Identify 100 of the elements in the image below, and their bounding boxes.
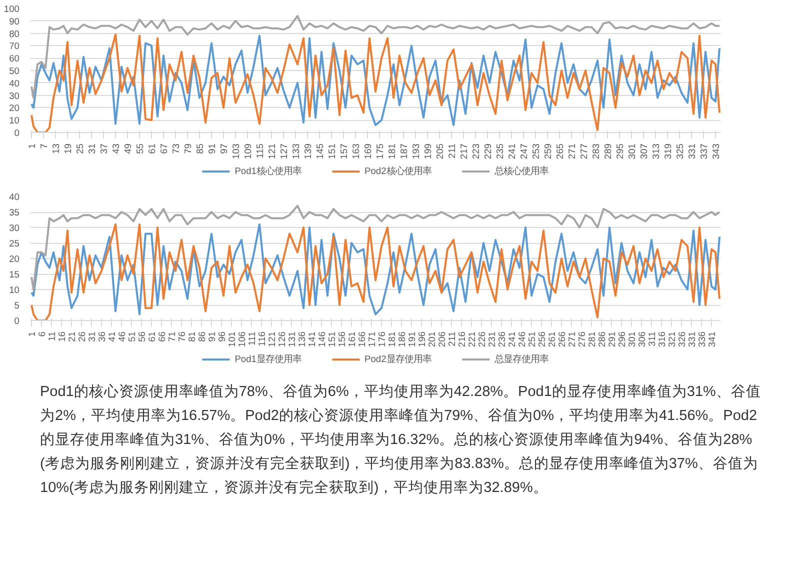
x-tick-label: 226 [477, 331, 487, 348]
x-tick-label: 81 [187, 331, 197, 342]
x-tick-label: 25 [75, 143, 85, 154]
y-tick-label: 40 [9, 192, 20, 202]
x-tick-label: 191 [407, 331, 417, 348]
x-tick-label: 115 [255, 143, 265, 158]
x-tick-label: 246 [517, 331, 527, 348]
x-tick-label: 271 [567, 331, 577, 348]
x-tick-label: 289 [603, 143, 613, 160]
legend-label: 总显存使用率 [494, 352, 548, 366]
x-tick-label: 301 [627, 143, 637, 160]
x-tick-label: 91 [207, 143, 217, 154]
x-tick-label: 336 [697, 331, 707, 348]
x-tick-label: 201 [427, 331, 437, 348]
x-tick-label: 43 [111, 143, 121, 154]
x-tick-label: 175 [375, 143, 385, 160]
x-tick-label: 316 [657, 331, 667, 348]
x-tick-label: 85 [195, 143, 205, 154]
y-tick-label: 20 [9, 254, 20, 264]
x-tick-label: 139 [303, 143, 313, 160]
x-tick-label: 49 [123, 143, 133, 154]
x-tick-label: 271 [567, 143, 577, 160]
x-tick-label: 21 [67, 331, 77, 342]
x-tick-label: 326 [677, 331, 687, 348]
x-tick-label: 116 [257, 331, 267, 346]
x-tick-label: 343 [711, 143, 721, 160]
y-tick-label: 80 [9, 28, 20, 39]
x-tick-label: 1 [27, 143, 37, 149]
x-tick-label: 41 [107, 331, 117, 342]
y-tick-label: 5 [14, 300, 20, 310]
x-tick-label: 231 [487, 331, 497, 348]
x-tick-label: 136 [297, 331, 307, 348]
x-tick-label: 67 [159, 143, 169, 154]
x-tick-label: 331 [687, 331, 697, 348]
x-tick-label: 76 [177, 331, 187, 342]
x-tick-label: 196 [417, 331, 427, 348]
line-series [30, 14, 720, 99]
x-tick-label: 261 [547, 331, 557, 348]
x-tick-label: 265 [555, 143, 565, 160]
x-tick-label: 151 [327, 331, 337, 348]
x-tick-label: 103 [231, 143, 241, 160]
y-tick-label: 25 [9, 238, 20, 248]
x-tick-label: 241 [507, 331, 517, 348]
x-tick-label: 161 [347, 331, 357, 348]
y-tick-label: 100 [4, 4, 20, 14]
x-tick-label: 295 [615, 143, 625, 160]
y-tick-label: 30 [9, 223, 20, 233]
x-tick-label: 46 [117, 331, 127, 342]
x-tick-label: 31 [87, 143, 97, 154]
legend-label: Pod2显存使用率 [364, 352, 432, 366]
x-tick-label: 211 [447, 143, 457, 158]
x-tick-label: 306 [637, 331, 647, 348]
x-tick-label: 51 [127, 331, 137, 342]
x-tick-label: 325 [675, 143, 685, 160]
legend-label: Pod2核心使用率 [364, 164, 432, 178]
legend-label: Pod1显存使用率 [234, 352, 302, 366]
y-tick-label: 60 [9, 54, 20, 64]
x-tick-label: 176 [377, 331, 387, 348]
x-tick-label: 96 [217, 331, 227, 342]
y-tick-label: 15 [9, 270, 20, 280]
x-tick-label: 31 [87, 331, 97, 342]
x-tick-label: 193 [411, 143, 421, 160]
x-tick-label: 223 [471, 143, 481, 160]
x-tick-label: 11 [47, 331, 57, 342]
x-tick-label: 61 [147, 331, 157, 342]
x-tick-label: 277 [579, 143, 589, 160]
y-tick-label: 70 [9, 41, 20, 52]
x-tick-label: 156 [337, 331, 347, 348]
x-tick-label: 141 [307, 331, 317, 348]
x-tick-label: 311 [647, 331, 657, 346]
x-tick-label: 235 [495, 143, 505, 160]
x-tick-label: 106 [237, 331, 247, 348]
y-tick-label: 50 [9, 66, 20, 76]
x-tick-label: 146 [317, 331, 327, 348]
x-tick-label: 259 [543, 143, 553, 160]
legend-label: Pod1核心使用率 [234, 164, 302, 178]
x-tick-label: 36 [97, 331, 107, 342]
x-tick-label: 151 [327, 143, 337, 160]
x-tick-label: 133 [291, 143, 301, 160]
x-tick-label: 276 [577, 331, 587, 348]
x-tick-label: 206 [437, 331, 447, 348]
x-tick-label: 111 [247, 331, 257, 346]
x-tick-label: 256 [537, 331, 547, 348]
x-tick-label: 127 [279, 143, 289, 160]
x-tick-label: 186 [397, 331, 407, 348]
x-tick-label: 101 [227, 331, 237, 348]
x-tick-label: 229 [483, 143, 493, 160]
x-tick-label: 163 [351, 143, 361, 160]
x-tick-label: 321 [667, 331, 677, 348]
x-tick-label: 236 [497, 331, 507, 348]
x-tick-label: 71 [167, 331, 177, 342]
x-tick-label: 157 [339, 143, 349, 160]
y-tick-label: 0 [14, 316, 20, 326]
x-tick-label: 169 [363, 143, 373, 160]
x-tick-label: 337 [699, 143, 709, 160]
x-tick-label: 301 [627, 331, 637, 348]
text: Pod1的核心资源使用率峰值为78%、谷值为6%，平均使用率为42.28%。Pod1的显存使用率峰值为31%、谷值为2%，平均使用率为16.57%。Pod2的核心资源使用率峰值为79%、谷值为0%，平均使用率为41.56%。Pod2的显存使用率峰值为31%、谷值为0%，平均使用率为16.32%。总的核心资源使用率峰值为94%、谷值为28%(考虑为服务刚刚建立，资源并没有完全获取到)，平均使用率为83.83%。总的显存使用率峰值为37%、谷值为10%(考虑为服务刚刚建立，资源并没有完全获取到)，平均使用率为32.89%。 [40, 382, 762, 498]
x-tick-label: 286 [597, 331, 607, 348]
x-tick-label: 61 [147, 143, 157, 154]
x-tick-label: 126 [277, 331, 287, 348]
